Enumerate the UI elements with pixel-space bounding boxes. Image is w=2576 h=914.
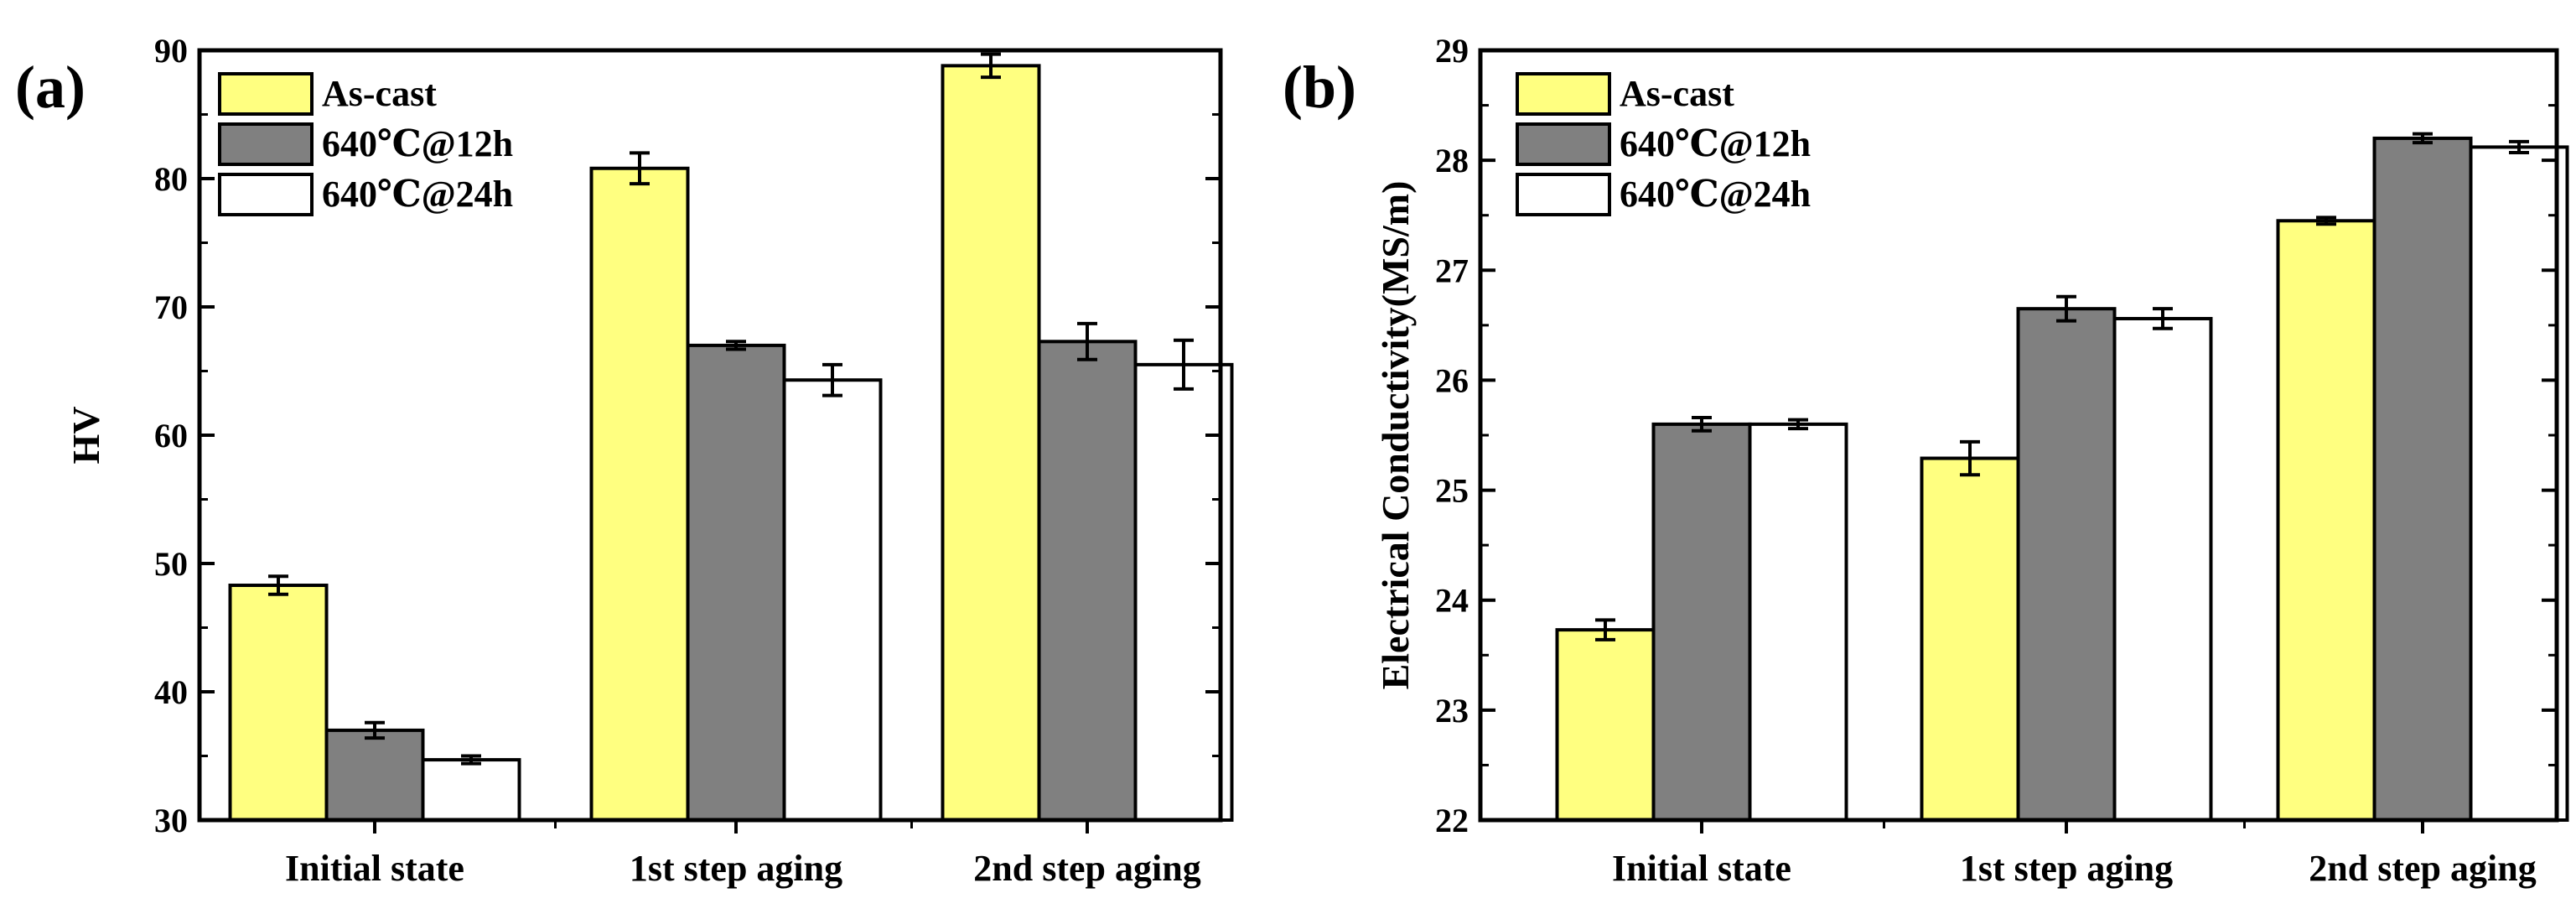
legend: As-cast 640℃@12h 640℃@24h — [1516, 72, 1811, 216]
y-tick-label: 23 — [1435, 692, 1469, 730]
x-tick-label: 2nd step aging — [973, 848, 1200, 889]
legend-label: 640℃@12h — [1620, 123, 1811, 164]
bar — [2112, 316, 2213, 822]
x-tick-label: 1st step aging — [1960, 848, 2173, 889]
legend-label: 640℃@24h — [322, 174, 513, 215]
error-bar — [630, 151, 650, 186]
error-bar — [1595, 618, 1615, 641]
bar — [2469, 145, 2569, 823]
legend-swatch — [218, 122, 314, 166]
error-bar — [1788, 418, 1808, 431]
bar — [782, 378, 883, 822]
bar — [941, 64, 1041, 823]
bar — [2276, 219, 2376, 822]
y-axis-title: HV — [65, 407, 107, 465]
bar — [421, 758, 521, 823]
y-tick-label: 25 — [1435, 472, 1469, 510]
bar — [1037, 340, 1138, 822]
error-bar — [1174, 338, 1194, 391]
y-tick-label: 40 — [154, 673, 188, 711]
error-bar — [1077, 321, 1097, 361]
error-bar — [822, 362, 842, 397]
legend-swatch — [1516, 122, 1611, 166]
bar — [1748, 422, 1848, 822]
bar — [686, 343, 786, 822]
error-bar — [2316, 216, 2336, 226]
y-tick-label: 26 — [1435, 361, 1469, 399]
error-bar — [365, 720, 385, 740]
error-bar — [981, 52, 1001, 80]
bar — [228, 584, 329, 822]
panel-a: 30 40 50 60 70 80 90 Initial state 1st step agin… — [15, 32, 1234, 889]
legend-swatch — [218, 173, 314, 216]
y-tick-label: 30 — [154, 802, 188, 839]
error-bar — [2413, 132, 2433, 145]
bar — [1133, 362, 1234, 823]
legend-label: 640℃@24h — [1620, 174, 1811, 215]
legend-label: As-cast — [322, 73, 437, 114]
y-tick-label: 80 — [154, 160, 188, 198]
error-bar — [726, 340, 746, 351]
x-tick-label: Initial state — [285, 848, 464, 889]
panel-b: 22 23 24 25 26 27 28 29 Initial state 1st step ag… — [1283, 32, 2569, 889]
y-tick-label: 22 — [1435, 802, 1469, 839]
bar — [2016, 307, 2117, 822]
y-axis-title: Electrical Conductivity(MS/m) — [1374, 181, 1417, 690]
error-bar — [1692, 416, 1712, 433]
bar — [1651, 422, 1752, 822]
legend-label: 640℃@12h — [322, 123, 513, 164]
error-bar — [1960, 439, 1980, 477]
error-bar — [2056, 294, 2076, 323]
y-tick-label: 28 — [1435, 142, 1469, 179]
bar — [1555, 628, 1656, 822]
legend-swatch — [1516, 72, 1611, 116]
y-tick-label: 60 — [154, 417, 188, 454]
legend: As-cast 640℃@12h 640℃@24h — [218, 72, 513, 216]
bar — [1920, 456, 2020, 822]
bar — [2372, 136, 2473, 822]
y-tick-label: 24 — [1435, 582, 1469, 620]
y-tick-label: 70 — [154, 288, 188, 326]
x-tick-label: 2nd step aging — [2309, 848, 2536, 889]
panel-label: (b) — [1283, 54, 1356, 121]
x-tick-label: Initial state — [1612, 848, 1791, 889]
x-tick-label: 1st step aging — [630, 848, 842, 889]
bar — [589, 166, 690, 822]
error-bar — [268, 574, 288, 596]
y-tick-label: 90 — [154, 32, 188, 70]
y-tick-label: 29 — [1435, 32, 1469, 70]
legend-label: As-cast — [1620, 73, 1734, 114]
legend-swatch — [218, 72, 314, 116]
bar — [324, 728, 425, 823]
error-bar — [461, 754, 481, 766]
error-bar — [2153, 307, 2173, 330]
y-tick-label: 27 — [1435, 252, 1469, 289]
y-tick-label: 50 — [154, 545, 188, 583]
legend-swatch — [1516, 173, 1611, 216]
panel-label: (a) — [15, 54, 86, 121]
error-bar — [2509, 139, 2529, 154]
